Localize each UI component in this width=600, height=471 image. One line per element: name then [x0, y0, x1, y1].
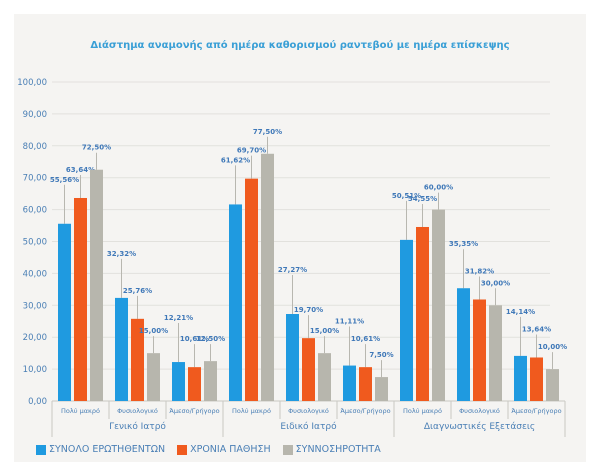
data-label: 10,61% — [180, 335, 209, 343]
x-category-label: Άμεσο/Γρήγορο — [169, 407, 219, 415]
data-label: 7,50% — [369, 351, 393, 359]
bar — [514, 355, 527, 401]
legend-swatch-comorbidity — [282, 444, 293, 455]
bar — [131, 318, 144, 401]
y-tick-label: 20,00 — [23, 333, 47, 343]
data-label: 60,00% — [424, 184, 453, 192]
x-category-label: Άμεσο/Γρήγορο — [511, 407, 561, 415]
y-tick-label: 10,00 — [23, 365, 47, 375]
y-tick-label: 50,00 — [23, 238, 47, 248]
data-label: 12,21% — [164, 314, 193, 322]
bar — [147, 353, 160, 401]
bar — [359, 367, 372, 401]
data-label: 14,14% — [506, 308, 535, 316]
y-tick-label: 40,00 — [23, 269, 47, 279]
chart-title: Διάστημα αναμονής από ημέρα καθορισμού ρ… — [90, 40, 510, 51]
bar — [229, 204, 242, 401]
x-category-label: Φυσιολογικό — [459, 407, 500, 415]
data-label: 77,50% — [253, 128, 282, 136]
bar — [530, 357, 543, 401]
bar — [546, 369, 559, 401]
bar — [188, 367, 201, 401]
bar — [74, 197, 87, 401]
legend-label-chronic: ΧΡΟΝΙΑ ΠΑΘΗΣΗ — [190, 444, 271, 455]
x-category-label: Άμεσο/Γρήγορο — [340, 407, 390, 415]
data-label: 69,70% — [237, 147, 266, 155]
bar — [432, 209, 445, 401]
x-group-label: Διαγνωστικές Εξετάσεις — [424, 421, 535, 432]
bar — [261, 153, 274, 401]
data-label: 61,62% — [221, 156, 250, 164]
legend-item-comorbidity: ΣΥΝΝΟΣΗΡΟΤΗΤΑ — [282, 444, 381, 455]
bar — [318, 353, 331, 401]
y-tick-label: 90,00 — [23, 110, 47, 120]
bar — [473, 299, 486, 401]
data-label: 10,61% — [351, 335, 380, 343]
bar — [343, 365, 356, 401]
x-group-label: Γενικό Ιατρό — [109, 421, 166, 432]
bar — [58, 223, 71, 401]
data-label: 11,11% — [335, 318, 364, 326]
data-label: 30,00% — [481, 279, 510, 287]
bar — [172, 362, 185, 401]
legend-item-chronic: ΧΡΟΝΙΑ ΠΑΘΗΣΗ — [177, 444, 271, 455]
data-label: 31,82% — [465, 267, 494, 275]
x-category-label: Φυσιολογικό — [288, 407, 329, 415]
data-label: 19,70% — [294, 306, 323, 314]
data-label: 35,35% — [449, 240, 478, 248]
y-tick-label: 80,00 — [23, 142, 47, 152]
bar — [90, 169, 103, 401]
legend-label-total: ΣΥΝΟΛΟ ΕΡΩΤΗΘΕΝΤΩΝ — [49, 444, 166, 455]
y-tick-label: 30,00 — [23, 301, 47, 311]
data-label: 15,00% — [310, 327, 339, 335]
x-category-label: Πολύ μακρό — [61, 407, 100, 415]
bar — [245, 178, 258, 401]
bar — [416, 226, 429, 401]
bar — [400, 239, 413, 401]
y-tick-label: 70,00 — [23, 174, 47, 184]
x-category-label: Πολύ μακρό — [403, 407, 442, 415]
y-tick-label: 0,00 — [28, 397, 47, 407]
bar — [457, 288, 470, 401]
x-category-label: Φυσιολογικό — [117, 407, 158, 415]
data-label: 63,64% — [66, 166, 95, 174]
data-label: 72,50% — [82, 144, 111, 152]
data-label: 32,32% — [107, 250, 136, 258]
data-label: 25,76% — [123, 287, 152, 295]
bar — [375, 377, 388, 401]
y-tick-label: 100,00 — [17, 78, 47, 88]
bar — [302, 338, 315, 401]
y-tick-label: 60,00 — [23, 206, 47, 216]
data-label: 55,56% — [50, 176, 79, 184]
data-label: 50,51% — [392, 192, 421, 200]
legend-swatch-total — [36, 444, 46, 455]
data-label: 27,27% — [278, 266, 307, 274]
bar — [489, 305, 502, 401]
data-label: 54,55% — [408, 195, 437, 203]
data-label: 15,00% — [139, 327, 168, 335]
legend-label-comorbidity: ΣΥΝΝΟΣΗΡΟΤΗΤΑ — [295, 444, 381, 455]
legend-swatch-chronic — [177, 444, 188, 455]
legend-item-total: ΣΥΝΟΛΟ ΕΡΩΤΗΘΕΝΤΩΝ — [36, 444, 165, 455]
x-category-label: Πολύ μακρό — [232, 407, 271, 415]
bar — [286, 314, 299, 401]
bar — [115, 297, 128, 401]
data-label: 12,50% — [196, 335, 225, 343]
x-group-label: Ειδικό Ιατρό — [280, 421, 337, 432]
data-label: 13,64% — [522, 325, 551, 333]
bar — [204, 361, 217, 401]
data-label: 10,00% — [538, 343, 567, 351]
legend: ΣΥΝΟΛΟ ΕΡΩΤΗΘΕΝΤΩΝ ΧΡΟΝΙΑ ΠΑΘΗΣΗ ΣΥΝΝΟΣΗ… — [36, 444, 381, 455]
